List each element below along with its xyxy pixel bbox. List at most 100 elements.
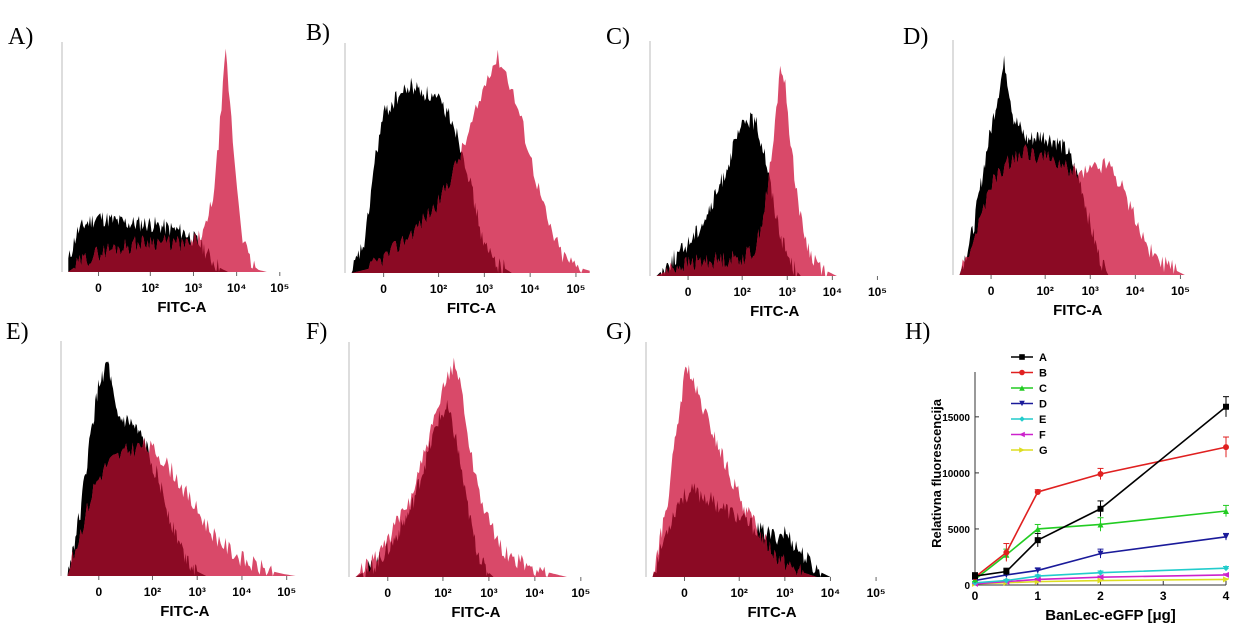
x-tick-label: 10⁴ [521, 282, 540, 296]
x-tick-label: 10⁴ [1126, 284, 1145, 298]
data-point [1019, 431, 1025, 438]
data-point [1034, 537, 1041, 544]
y-tick-label: 15000 [942, 413, 970, 424]
x-tick-label: 10² [731, 586, 748, 600]
data-point [1097, 505, 1104, 512]
x-tick-label: 0 [972, 589, 979, 603]
data-point [1019, 447, 1025, 453]
x-tick-label: 10⁵ [277, 585, 296, 599]
data-point [1097, 521, 1104, 528]
x-tick-label: 10² [430, 282, 447, 296]
legend-label: D [1039, 399, 1047, 411]
data-point [1019, 369, 1025, 376]
data-point [1097, 569, 1104, 576]
data-point [972, 573, 978, 580]
x-axis-label: FITC-A [447, 300, 496, 317]
panel-f: F) 0 10² 10³ 10⁴ 10⁵ FITC-A [306, 319, 590, 621]
data-point [1223, 444, 1229, 451]
data-point [1223, 576, 1229, 583]
x-tick-label: 10² [144, 585, 161, 599]
x-tick-label: 10⁵ [566, 282, 585, 296]
x-tick-label: 0 [95, 585, 102, 599]
data-point [1097, 577, 1104, 584]
legend-label: A [1039, 352, 1047, 364]
panel-label: F) [306, 319, 327, 345]
x-tick-label: 10⁵ [270, 281, 289, 295]
data-point [1003, 568, 1010, 575]
y-axis-label: Relativna fluorescencija [929, 398, 944, 548]
x-tick-label: 3 [1160, 589, 1167, 603]
x-tick-label: 10⁵ [868, 285, 887, 299]
data-point [1019, 416, 1025, 422]
series-b [972, 436, 1229, 581]
x-tick-label: 2 [1097, 589, 1104, 603]
line-chart-h: H) 0 5000 10000 15000 0 1 2 3 4 BanLec-eGFP [μg] Re… [905, 319, 1230, 624]
data-point [1223, 403, 1229, 410]
panel-label: C) [606, 24, 630, 50]
data-point [1034, 576, 1041, 583]
legend-item-a: A [1011, 352, 1047, 364]
panel-label: A) [8, 24, 33, 50]
x-axis-label: FITC-A [750, 303, 799, 320]
data-point [1034, 525, 1041, 532]
legend-item-g: G [1011, 445, 1048, 457]
x-tick-label: 10⁴ [525, 586, 544, 600]
data-point [1223, 508, 1229, 515]
x-tick-label: 10³ [189, 585, 206, 599]
y-tick-label: 10000 [942, 469, 970, 480]
panel-d: D) 0 10² 10³ 10⁴ 10⁵ FITC-A [903, 24, 1190, 319]
data-point [1034, 488, 1041, 495]
histogram-panels: A) 0 10² 10³ 10⁴ 10⁵ FITC-A B) 0 10² 10³ 10⁴ 10⁵ FITC… [6, 20, 1190, 621]
panel-label: H) [905, 319, 930, 345]
x-tick-label: 0 [685, 285, 692, 299]
legend-item-c: C [1011, 383, 1047, 395]
data-point [1034, 567, 1041, 574]
x-tick-label: 10⁵ [571, 586, 590, 600]
x-tick-label: 10⁵ [867, 586, 886, 600]
panel-e: E) 0 10² 10³ 10⁴ 10⁵ FITC-A [6, 319, 296, 620]
overlap-histogram [652, 483, 817, 577]
panel-label: E) [6, 319, 29, 345]
sample-histogram [656, 65, 837, 276]
sample-histogram [68, 48, 267, 272]
x-tick-label: 10³ [185, 281, 202, 295]
legend-item-f: F [1011, 430, 1046, 442]
x-tick-label: 10⁵ [1171, 284, 1190, 298]
panel-label: B) [306, 20, 330, 46]
legend-item-e: E [1011, 414, 1046, 426]
overlap-histogram [959, 144, 1109, 275]
data-point [1019, 400, 1025, 407]
x-axis-label: FITC-A [157, 299, 206, 316]
panel-c: C) 0 10² 10³ 10⁴ 10⁵ FITC-A [606, 24, 887, 320]
x-tick-label: 0 [380, 282, 387, 296]
x-tick-label: 0 [681, 586, 688, 600]
data-point [1097, 471, 1104, 478]
panel-label: D) [903, 24, 928, 50]
x-tick-label: 10³ [779, 285, 796, 299]
x-tick-label: 0 [988, 284, 995, 298]
panel-a: A) 0 10² 10³ 10⁴ 10⁵ FITC-A [8, 24, 289, 316]
x-tick-label: 0 [95, 281, 102, 295]
data-point [1019, 354, 1025, 360]
x-tick-label: 10⁴ [227, 281, 246, 295]
x-tick-label: 10⁴ [232, 585, 251, 599]
x-axis-label: FITC-A [747, 604, 796, 621]
legend-item-d: D [1011, 399, 1047, 411]
legend-label: F [1039, 430, 1046, 442]
x-axis-label: FITC-A [160, 603, 209, 620]
panel-b: B) 0 10² 10³ 10⁴ 10⁵ FITC-A [306, 20, 590, 317]
data-point [1003, 577, 1010, 584]
x-tick-label: 0 [384, 586, 391, 600]
x-tick-label: 10² [434, 586, 451, 600]
x-tick-label: 10⁴ [821, 586, 840, 600]
legend-label: B [1039, 368, 1047, 380]
x-tick-label: 10⁴ [823, 285, 842, 299]
x-axis-label: FITC-A [451, 604, 500, 621]
y-tick-label: 5000 [948, 525, 971, 536]
x-tick-label: 10³ [476, 282, 493, 296]
legend-item-b: B [1011, 368, 1047, 380]
x-tick-label: 4 [1223, 589, 1230, 603]
x-axis-label: FITC-A [1053, 302, 1102, 319]
